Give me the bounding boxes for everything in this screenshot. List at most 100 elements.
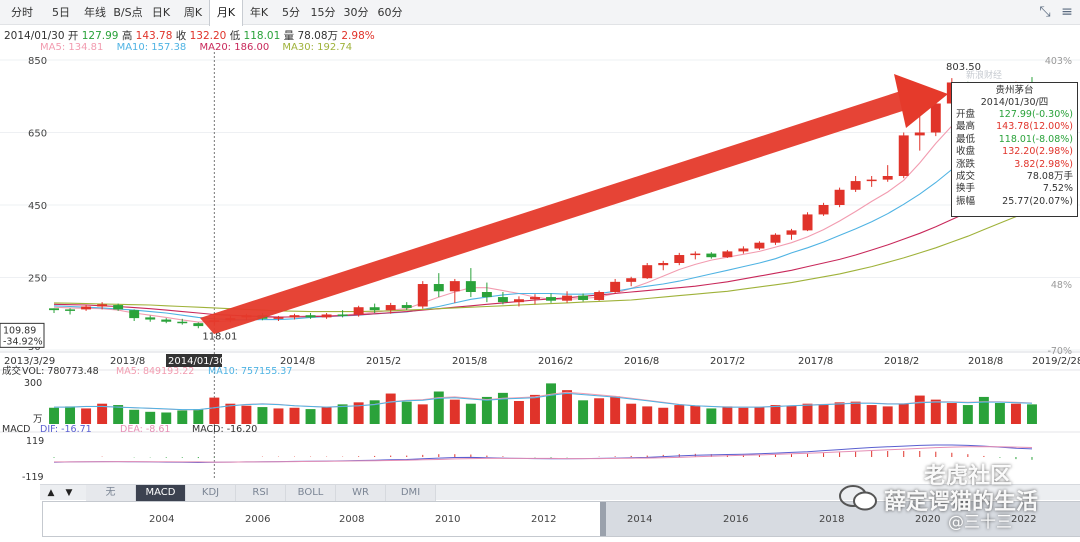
x-tick-label: 2018/2 (884, 356, 919, 367)
crosshair-date-box (166, 354, 222, 367)
tab-indicator-macd[interactable]: MACD (136, 485, 186, 501)
x-tick-label: 2015/2 (366, 356, 401, 367)
ma20-legend: MA20: 186.00 (199, 42, 270, 53)
macd-label: MACD (2, 424, 30, 435)
info-vol: 78.08万 (297, 30, 339, 42)
tab-intraday[interactable]: 分时 (11, 6, 33, 19)
volume-bar (578, 400, 589, 424)
candle-body (882, 176, 893, 180)
navigator-left-handle[interactable] (600, 502, 606, 536)
tooltip-row-high: 最高 143.78(12.00%) (956, 121, 1073, 133)
volume-bar (1027, 404, 1037, 424)
macd-dea-value: DEA: -8.61 (120, 424, 170, 435)
volume-bar (850, 401, 861, 424)
x-tick-label: 2015/8 (452, 356, 487, 367)
range-navigator[interactable]: 2004 2006 2008 2010 2012 2014 2016 2018 … (42, 501, 1080, 537)
tab-monthly-k[interactable]: 月K (209, 0, 243, 26)
tab-indicator-wr[interactable]: WR (336, 485, 386, 501)
volume-label: 成交 (2, 365, 22, 377)
scroll-down-icon[interactable]: ▼ (65, 488, 73, 498)
volume-bar (81, 408, 92, 424)
volume-bar (930, 399, 941, 424)
tab-60min[interactable]: 60分 (377, 6, 403, 19)
tooltip-row-low: 最低 118.01(-8.08%) (956, 134, 1073, 146)
volume-bar (530, 394, 540, 424)
tab-5day[interactable]: 5日 (52, 6, 70, 19)
navigator-year: 2016 (723, 514, 749, 525)
x-tick-label: 2013/3/29 (4, 356, 55, 367)
candle-body (770, 234, 781, 243)
info-close: 132.20 (189, 30, 227, 42)
candle-body (481, 292, 492, 298)
tooltip-row-change: 涨跌 3.82(2.98%) (956, 159, 1073, 171)
candle-body (113, 305, 124, 310)
volume-bar (49, 407, 59, 424)
candle-body (513, 299, 524, 303)
tooltip-label: 最高 (956, 121, 976, 133)
volume-bar (802, 403, 813, 424)
candle-body (658, 263, 669, 266)
indicator-tabs-bar: ▲ ▼ 无 MACD KDJ RSI BOLL WR DMI (40, 484, 1080, 501)
candle-body (866, 179, 877, 182)
sina-watermark: 新浪财经 (966, 69, 1002, 81)
volume-bar (193, 409, 204, 424)
volume-bar (289, 407, 300, 424)
tab-indicator-dmi[interactable]: DMI (386, 485, 436, 501)
candle-body (465, 281, 476, 292)
tab-indicator-kdj[interactable]: KDJ (186, 485, 236, 501)
tab-indicator-rsi[interactable]: RSI (236, 485, 286, 501)
kline-chart[interactable]: 85065045025050403%226%48%-70%2013/3/2920… (0, 52, 1080, 484)
ma-legend: MA5: 134.81 MA10: 157.38 MA20: 186.00 MA… (40, 42, 362, 53)
y-tick-label: 450 (28, 201, 47, 212)
candle-body (578, 295, 589, 300)
settings-menu-icon[interactable]: ≡ (1061, 4, 1073, 20)
tab-weekly-k[interactable]: 周K (183, 6, 203, 19)
tab-bs-points[interactable]: B/S点 (113, 6, 143, 19)
tab-15min[interactable]: 15分 (310, 6, 336, 19)
volume-bar (914, 395, 925, 424)
volume-bar (385, 393, 396, 424)
volume-axis-top: 300 (24, 378, 42, 389)
scroll-up-icon[interactable]: ▲ (47, 488, 55, 498)
candle-body (81, 306, 92, 310)
tab-indicator-boll[interactable]: BOLL (286, 485, 336, 501)
trend-arrow-shaft (200, 88, 918, 334)
volume-bar (209, 397, 220, 424)
tooltip-row-open: 开盘 127.99(-0.30%) (956, 109, 1073, 121)
volume-bar (65, 406, 76, 424)
tab-30min[interactable]: 30分 (343, 6, 369, 19)
tab-indicator-none[interactable]: 无 (86, 485, 136, 501)
tooltip-label: 振幅 (956, 195, 976, 207)
tab-daily-k[interactable]: 日K (151, 6, 171, 19)
volume-bar (962, 405, 973, 424)
x-tick-label: 2019/2/28 (1032, 356, 1080, 367)
watermark-line3: @三十三 (948, 512, 1013, 531)
volume-bar (978, 396, 989, 424)
navigator-year: 2020 (915, 514, 941, 525)
tooltip-value: 118.01(-8.08%) (998, 133, 1073, 145)
candle-body (401, 305, 412, 308)
x-tick-label: 2016/8 (624, 356, 659, 367)
x-tick-label: 2018/8 (968, 356, 1003, 367)
navigator-selected-range[interactable] (603, 502, 1080, 536)
macd-macd-value: MACD: -16.20 (192, 424, 257, 435)
x-tick-label: 2014/8 (280, 356, 315, 367)
x-tick-label: 2017/8 (798, 356, 833, 367)
tab-yearly-k[interactable]: 年K (249, 6, 269, 19)
volume-bar (449, 399, 460, 424)
tab-year-line[interactable]: 年线 (84, 6, 106, 19)
info-low: 118.01 (243, 30, 281, 42)
navigator-year: 2010 (435, 514, 461, 525)
tooltip-value: 78.08万手 (1026, 171, 1073, 183)
x-tick-label: 2016/2 (538, 356, 573, 367)
volume-vol-value: VOL: 780773.48 (22, 366, 99, 377)
fullscreen-shrink-icon[interactable]: ⤡ (1039, 4, 1051, 20)
tooltip-row-turnover: 换手 7.52% (956, 183, 1073, 195)
tab-5min[interactable]: 5分 (282, 6, 300, 19)
quote-tooltip: 贵州茅台 2014/01/30/四 开盘 127.99(-0.30%) 最高 143… (951, 82, 1078, 217)
ma30-line (53, 209, 1033, 313)
volume-bar (177, 410, 188, 424)
right-pct-label: -70% (1047, 346, 1072, 357)
candle-body (273, 317, 284, 319)
tooltip-date: 2014/01/30/四 (980, 97, 1049, 108)
